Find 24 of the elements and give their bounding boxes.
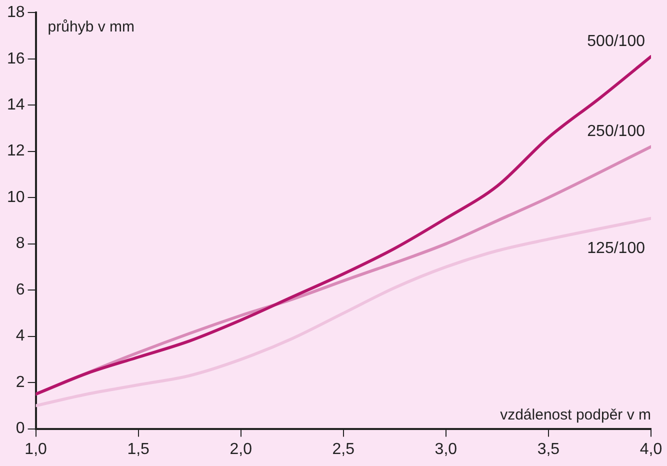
x-tick-label: 1,0	[24, 440, 48, 458]
x-tick-label: 3,5	[537, 440, 560, 458]
y-tick-label: 10	[7, 188, 25, 206]
x-tick-label: 1,5	[127, 440, 150, 458]
y-tick-label: 6	[16, 281, 25, 298]
y-tick-label: 12	[7, 142, 25, 160]
y-axis-title: průhyb v mm	[48, 18, 134, 36]
y-tick-label: 14	[7, 96, 25, 114]
y-tick-label: 0	[16, 420, 25, 438]
series-label: 125/100	[587, 240, 646, 257]
series-label: 250/100	[587, 123, 646, 140]
series-label: 500/100	[587, 32, 646, 50]
line-series	[36, 55, 651, 396]
x-tick-label: 4,0	[640, 440, 662, 458]
y-tick-label: 8	[16, 235, 25, 252]
y-tick-label: 18	[7, 4, 25, 22]
x-axis-title: vzdálenost podpěr v m	[500, 406, 651, 424]
x-tick-label: 2,0	[230, 440, 252, 458]
x-tick-label: 3,0	[434, 440, 458, 458]
x-tick-label: 2,5	[332, 440, 355, 458]
line-series	[36, 216, 651, 408]
y-tick-label: 16	[7, 50, 25, 68]
y-tick-label: 2	[16, 374, 25, 391]
y-tick-label: 4	[16, 328, 25, 345]
